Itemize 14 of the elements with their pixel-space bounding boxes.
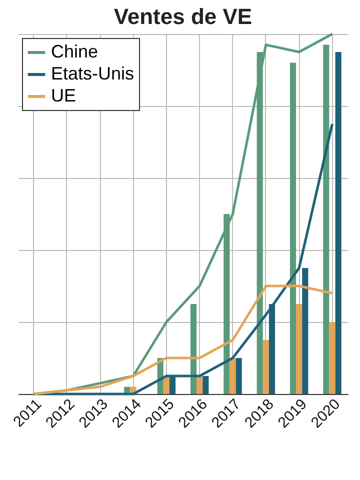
bar: [290, 62, 296, 394]
bar: [190, 304, 197, 394]
bar: [230, 358, 236, 394]
chart-title: Ventes de VE: [114, 4, 252, 29]
bar: [296, 304, 302, 394]
bar: [323, 44, 330, 394]
bar: [236, 358, 242, 394]
bar: [196, 376, 203, 394]
legend-label: UE: [51, 86, 76, 106]
legend-label: Etats-Unis: [51, 64, 134, 84]
bar: [262, 340, 269, 394]
legend-label: Chine: [51, 42, 98, 62]
bar: [335, 52, 342, 394]
bar: [329, 322, 336, 394]
